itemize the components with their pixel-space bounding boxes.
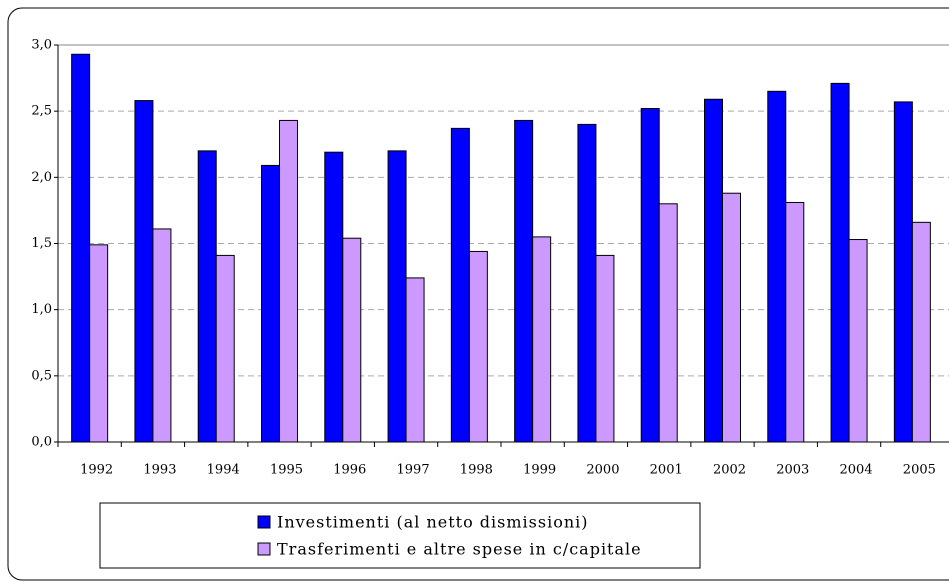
bar xyxy=(848,239,868,443)
bar xyxy=(261,164,280,443)
bar xyxy=(704,98,723,443)
bar xyxy=(577,123,597,443)
y-tick-label: 1,0 xyxy=(31,302,52,317)
legend-box xyxy=(99,502,701,569)
x-tick-label: 2002 xyxy=(713,463,746,478)
bar xyxy=(152,228,172,443)
x-tick-label: 2003 xyxy=(776,463,809,478)
bar xyxy=(134,100,154,443)
bar xyxy=(405,277,425,443)
bar xyxy=(722,192,741,443)
x-tick-label: 2000 xyxy=(586,463,619,478)
y-tick-label: 3,0 xyxy=(31,38,52,53)
x-tick-label: 2005 xyxy=(903,463,936,478)
y-tick-label: 0,0 xyxy=(31,435,52,450)
x-tick-label: 1993 xyxy=(143,463,176,478)
x-tick-label: 1994 xyxy=(207,463,240,478)
bar xyxy=(893,101,913,443)
chart-frame xyxy=(7,7,949,581)
bar xyxy=(468,250,488,443)
bar xyxy=(830,82,850,443)
bar xyxy=(450,127,470,443)
bar xyxy=(279,119,298,443)
legend-label: Trasferimenti e altre spese in c/capital… xyxy=(277,540,642,559)
x-tick-label: 1999 xyxy=(523,463,556,478)
bar xyxy=(215,254,235,443)
bar xyxy=(89,244,109,443)
bar xyxy=(514,119,534,443)
x-tick-label: 1998 xyxy=(460,463,493,478)
bar xyxy=(197,150,217,443)
bar xyxy=(785,201,805,443)
legend-swatch xyxy=(257,515,271,529)
x-tick-label: 1997 xyxy=(397,463,430,478)
bar xyxy=(532,236,552,443)
bar xyxy=(342,237,362,443)
bar xyxy=(640,108,660,443)
legend-swatch xyxy=(257,542,271,556)
y-tick-label: 2,0 xyxy=(31,170,52,185)
bar xyxy=(767,90,787,443)
x-tick-label: 1992 xyxy=(80,463,113,478)
bar xyxy=(71,53,91,443)
bar xyxy=(658,203,678,443)
y-tick-label: 2,5 xyxy=(31,104,52,119)
bar xyxy=(595,254,615,443)
x-tick-label: 2004 xyxy=(840,463,873,478)
bar xyxy=(911,221,931,443)
bar xyxy=(324,151,344,443)
legend-label: Investimenti (al netto dismissioni) xyxy=(277,513,589,532)
x-tick-label: 1996 xyxy=(333,463,366,478)
bar xyxy=(387,150,407,443)
x-tick-label: 1995 xyxy=(270,463,303,478)
y-tick-label: 0,5 xyxy=(31,368,52,383)
x-tick-label: 2001 xyxy=(650,463,683,478)
y-tick-label: 1,5 xyxy=(31,236,52,251)
